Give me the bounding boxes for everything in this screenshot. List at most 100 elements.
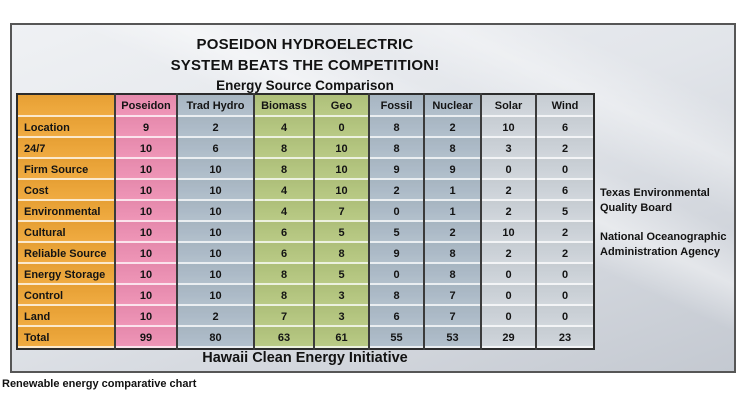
title-line-2: SYSTEM BEATS THE COMPETITION! — [170, 57, 440, 74]
row-label: Cost — [17, 180, 116, 201]
score-cell: 10 — [314, 159, 370, 180]
score-cell: 10 — [481, 117, 537, 138]
score-cell: 63 — [254, 327, 315, 349]
score-cell: 0 — [481, 285, 537, 306]
score-cell: 10 — [177, 180, 255, 201]
score-cell: 10 — [177, 222, 255, 243]
table-row: Location 9 2 4 0 8 2 10 6 — [17, 117, 594, 138]
column-header-fossil: Fossil — [369, 94, 425, 117]
row-label: 24/7 — [17, 138, 116, 159]
score-cell: 23 — [536, 327, 594, 349]
score-cell: 99 — [115, 327, 178, 349]
score-cell: 7 — [424, 285, 482, 306]
score-cell: 10 — [177, 285, 255, 306]
row-label: Land — [17, 306, 116, 327]
table-row: Energy Storage 10 10 8 5 0 8 0 0 — [17, 264, 594, 285]
column-header-poseidon: Poseidon — [115, 94, 178, 117]
score-cell: 10 — [177, 159, 255, 180]
score-cell: 53 — [424, 327, 482, 349]
row-label: Location — [17, 117, 116, 138]
row-label: Total — [17, 327, 116, 349]
score-cell: 8 — [369, 138, 425, 159]
score-cell: 5 — [369, 222, 425, 243]
score-cell: 6 — [536, 117, 594, 138]
row-label: Energy Storage — [17, 264, 116, 285]
score-cell: 6 — [254, 243, 315, 264]
image-caption: Renewable energy comparative chart — [2, 378, 197, 390]
score-cell: 80 — [177, 327, 255, 349]
side-note-texas: Texas Environmental Quality Board — [600, 187, 710, 214]
row-label: Firm Source — [17, 159, 116, 180]
score-cell: 61 — [314, 327, 370, 349]
score-cell: 4 — [254, 117, 315, 138]
score-cell: 9 — [115, 117, 178, 138]
column-header-geo: Geo — [314, 94, 370, 117]
score-cell: 10 — [115, 264, 178, 285]
table-row: Control 10 10 8 3 8 7 0 0 — [17, 285, 594, 306]
score-cell: 10 — [115, 201, 178, 222]
score-cell: 55 — [369, 327, 425, 349]
score-cell: 10 — [115, 222, 178, 243]
column-header-biomass: Biomass — [254, 94, 315, 117]
row-label: Control — [17, 285, 116, 306]
score-cell: 4 — [254, 201, 315, 222]
score-cell: 1 — [424, 201, 482, 222]
score-cell: 6 — [536, 180, 594, 201]
score-cell: 8 — [424, 264, 482, 285]
score-cell: 0 — [481, 306, 537, 327]
score-cell: 10 — [177, 243, 255, 264]
score-cell: 8 — [369, 117, 425, 138]
score-cell: 8 — [424, 138, 482, 159]
comparison-table: Poseidon Trad Hydro Biomass Geo Fossil Nuclea… — [16, 93, 595, 350]
corner-cell — [17, 94, 116, 117]
score-cell: 2 — [481, 180, 537, 201]
score-cell: 8 — [424, 243, 482, 264]
table-row: Cost 10 10 4 10 2 1 2 6 — [17, 180, 594, 201]
score-cell: 10 — [115, 306, 178, 327]
score-cell: 10 — [177, 264, 255, 285]
score-cell: 7 — [424, 306, 482, 327]
score-cell: 7 — [314, 201, 370, 222]
score-cell: 9 — [369, 243, 425, 264]
score-cell: 10 — [115, 159, 178, 180]
score-cell: 0 — [536, 159, 594, 180]
score-cell: 10 — [314, 138, 370, 159]
score-cell: 5 — [314, 222, 370, 243]
score-cell: 8 — [369, 285, 425, 306]
score-cell: 2 — [177, 306, 255, 327]
score-cell: 10 — [314, 180, 370, 201]
score-cell: 10 — [115, 285, 178, 306]
score-cell: 0 — [536, 306, 594, 327]
score-cell: 8 — [314, 243, 370, 264]
title-line-3: Energy Source Comparison — [216, 78, 394, 93]
score-cell: 0 — [314, 117, 370, 138]
table-row: Firm Source 10 10 8 10 9 9 0 0 — [17, 159, 594, 180]
score-cell: 3 — [481, 138, 537, 159]
score-cell: 9 — [424, 159, 482, 180]
score-cell: 2 — [536, 138, 594, 159]
score-cell: 2 — [424, 117, 482, 138]
score-cell: 2 — [481, 243, 537, 264]
score-cell: 4 — [254, 180, 315, 201]
score-cell: 0 — [536, 264, 594, 285]
table-row: 24/7 10 6 8 10 8 8 3 2 — [17, 138, 594, 159]
column-header-trad-hydro: Trad Hydro — [177, 94, 255, 117]
score-cell: 10 — [481, 222, 537, 243]
side-note-noaa: National Oceanographic Administration Ag… — [600, 231, 727, 258]
title-line-1: POSEIDON HYDROELECTRIC — [196, 36, 414, 53]
column-header-nuclear: Nuclear — [424, 94, 482, 117]
score-cell: 6 — [254, 222, 315, 243]
score-cell: 3 — [314, 285, 370, 306]
score-cell: 0 — [481, 159, 537, 180]
score-cell: 5 — [314, 264, 370, 285]
table-row: Cultural 10 10 6 5 5 2 10 2 — [17, 222, 594, 243]
score-cell: 1 — [424, 180, 482, 201]
score-cell: 7 — [254, 306, 315, 327]
row-label: Environmental — [17, 201, 116, 222]
row-label: Reliable Source — [17, 243, 116, 264]
column-header-solar: Solar — [481, 94, 537, 117]
table-row: Land 10 2 7 3 6 7 0 0 — [17, 306, 594, 327]
score-cell: 0 — [536, 285, 594, 306]
header-row: Poseidon Trad Hydro Biomass Geo Fossil Nuclea… — [17, 94, 594, 117]
score-cell: 2 — [536, 222, 594, 243]
